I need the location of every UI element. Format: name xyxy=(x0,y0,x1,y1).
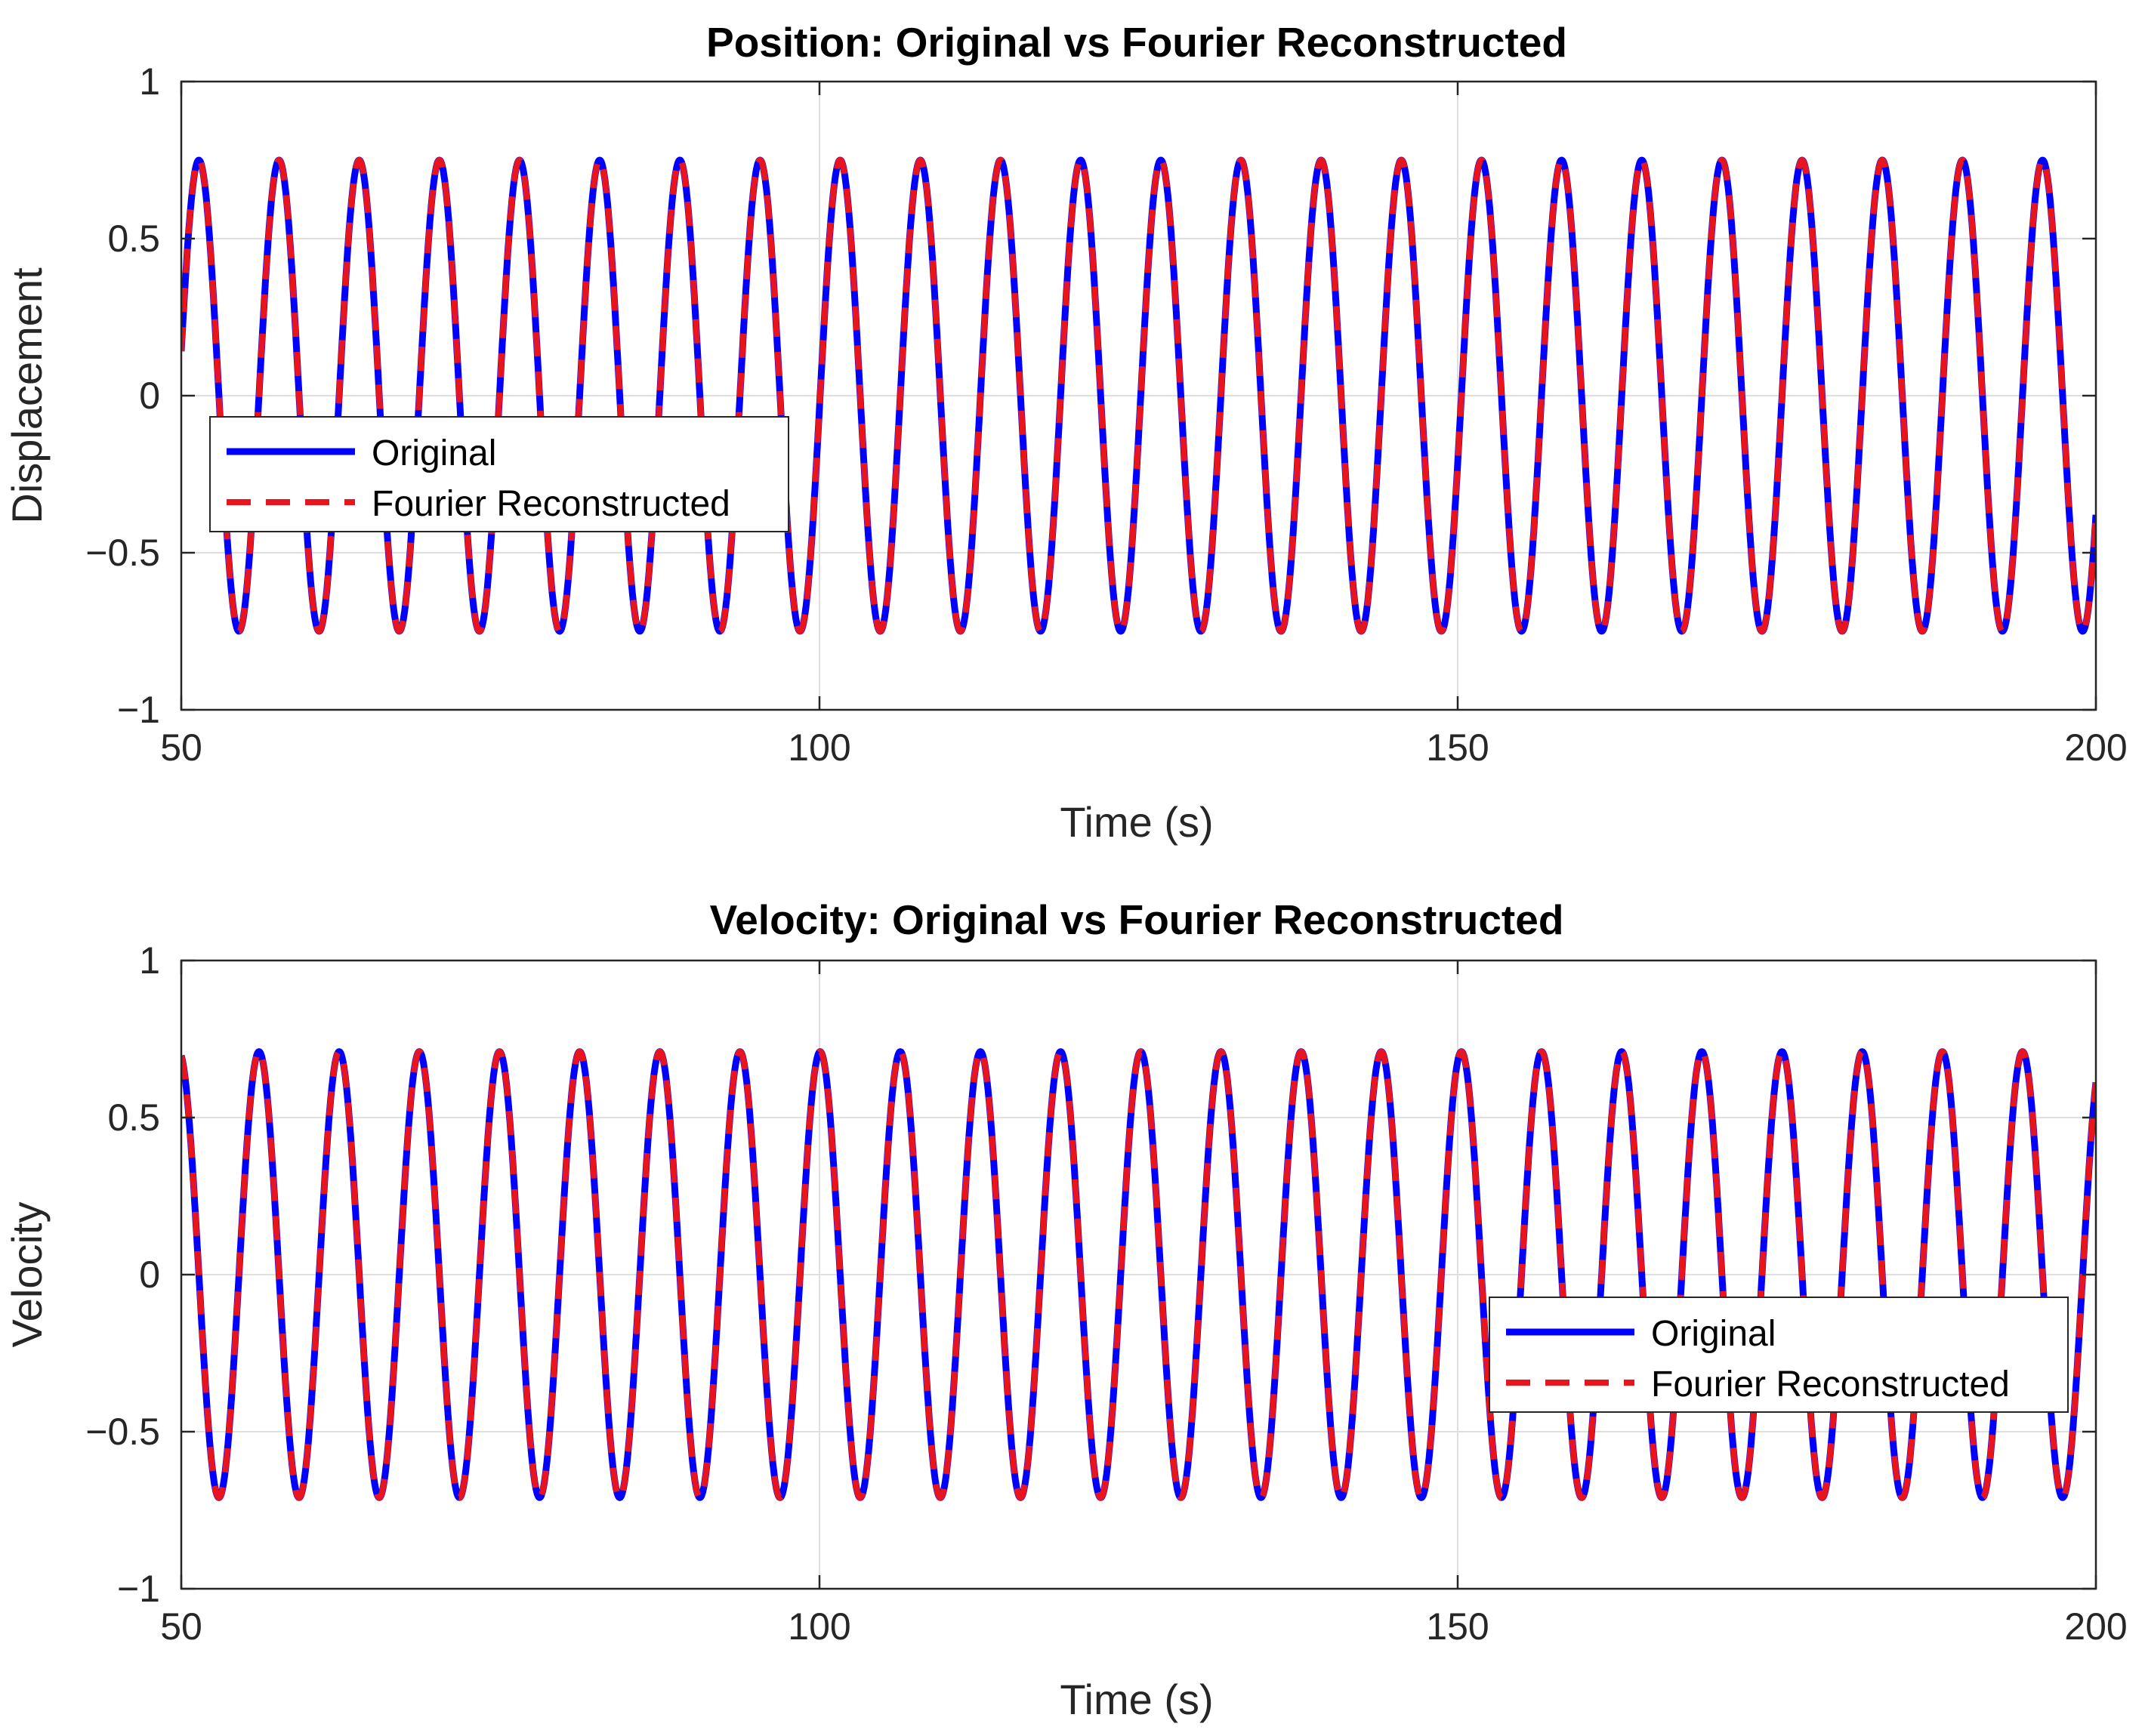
velocity-lines xyxy=(181,1048,2096,1501)
position-legend-box xyxy=(209,416,789,532)
velocity-x-axis-label: Time (s) xyxy=(1060,1676,1213,1723)
velocity-ytick-label-3: 0.5 xyxy=(107,1096,160,1139)
position-xtick-label-150: 150 xyxy=(1426,726,1489,769)
velocity-ticks: 50 100 150 200 −1 −0.5 0 0.5 1 xyxy=(85,939,2127,1648)
position-xtick-label-200: 200 xyxy=(2064,726,2127,769)
position-ytick-label-0: −1 xyxy=(117,689,160,731)
position-ytick-label-2: 0 xyxy=(139,375,160,417)
velocity-legend-box xyxy=(1489,1297,2069,1413)
velocity-ytick-label-0: −1 xyxy=(117,1568,160,1610)
velocity-ytick-label-4: 1 xyxy=(139,939,160,982)
velocity-y-axis-label: Velocity xyxy=(3,1202,51,1348)
position-ytick-label-1: −0.5 xyxy=(85,532,160,574)
position-ytick-label-3: 0.5 xyxy=(107,217,160,260)
velocity-chart: 50 100 150 200 −1 −0.5 0 0.5 1 Velocity: Origina… xyxy=(3,896,2128,1723)
position-y-axis-label: Displacement xyxy=(3,267,51,524)
position-ticks: 50 100 150 200 −1 −0.5 0 0.5 1 xyxy=(85,60,2127,769)
position-legend: Original Fourier Reconstructed xyxy=(209,416,789,532)
velocity-chart-title: Velocity: Original vs Fourier Reconstruc… xyxy=(710,896,1564,943)
position-lines xyxy=(181,156,2096,635)
position-xtick-label-50: 50 xyxy=(160,726,202,769)
velocity-ytick-label-1: −0.5 xyxy=(85,1411,160,1453)
position-legend-fourier-label: Fourier Reconstructed xyxy=(372,484,730,524)
velocity-xtick-label-200: 200 xyxy=(2064,1605,2127,1648)
velocity-xtick-label-50: 50 xyxy=(160,1605,202,1648)
position-legend-original-label: Original xyxy=(372,433,496,473)
velocity-xtick-label-100: 100 xyxy=(788,1605,850,1648)
position-original-line xyxy=(181,156,2096,635)
velocity-legend-original-label: Original xyxy=(1651,1314,1776,1354)
position-x-axis-label: Time (s) xyxy=(1060,798,1213,846)
velocity-fourier-line xyxy=(181,1048,2096,1501)
position-ytick-label-4: 1 xyxy=(139,60,160,103)
position-xtick-label-100: 100 xyxy=(788,726,850,769)
position-chart: 50 100 150 200 −1 −0.5 0 0.5 1 Position: Origina… xyxy=(3,19,2128,846)
velocity-legend: Original Fourier Reconstructed xyxy=(1489,1297,2069,1413)
velocity-legend-fourier-label: Fourier Reconstructed xyxy=(1651,1364,2010,1405)
velocity-xtick-label-150: 150 xyxy=(1426,1605,1489,1648)
velocity-ytick-label-2: 0 xyxy=(139,1253,160,1296)
position-chart-title: Position: Original vs Fourier Reconstruc… xyxy=(706,19,1567,66)
